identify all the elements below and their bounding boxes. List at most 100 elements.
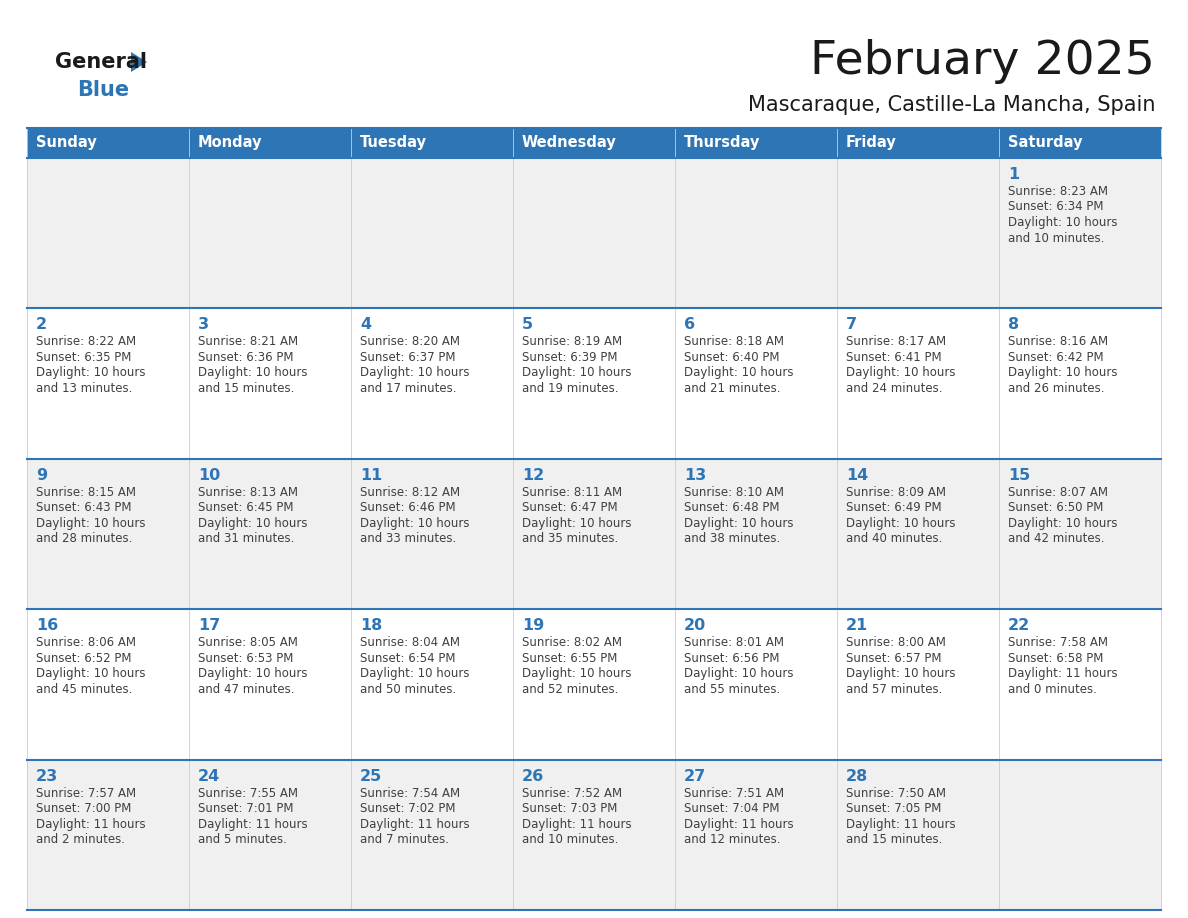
Text: 10: 10 [198, 468, 220, 483]
Text: and 13 minutes.: and 13 minutes. [36, 382, 132, 395]
Text: Daylight: 11 hours: Daylight: 11 hours [684, 818, 794, 831]
Text: Sunset: 6:36 PM: Sunset: 6:36 PM [198, 351, 293, 364]
Bar [838, 158, 999, 308]
Bar [675, 128, 838, 158]
Text: Sunset: 6:57 PM: Sunset: 6:57 PM [846, 652, 942, 665]
Text: and 57 minutes.: and 57 minutes. [846, 683, 942, 696]
Bar [513, 308, 675, 459]
Text: Daylight: 10 hours: Daylight: 10 hours [1007, 216, 1118, 229]
Text: Sunrise: 8:19 AM: Sunrise: 8:19 AM [522, 335, 623, 349]
Text: Daylight: 10 hours: Daylight: 10 hours [684, 667, 794, 680]
Text: 3: 3 [198, 318, 209, 332]
Bar [350, 759, 513, 910]
Text: Sunset: 6:45 PM: Sunset: 6:45 PM [198, 501, 293, 514]
Text: and 0 minutes.: and 0 minutes. [1007, 683, 1097, 696]
Text: Tuesday: Tuesday [360, 136, 426, 151]
Text: and 50 minutes.: and 50 minutes. [360, 683, 456, 696]
Text: 2: 2 [36, 318, 48, 332]
Text: Sunrise: 7:58 AM: Sunrise: 7:58 AM [1007, 636, 1108, 649]
Text: Sunrise: 8:18 AM: Sunrise: 8:18 AM [684, 335, 784, 349]
Text: 1: 1 [1007, 167, 1019, 182]
Text: 25: 25 [360, 768, 383, 784]
Text: Sunrise: 8:20 AM: Sunrise: 8:20 AM [360, 335, 460, 349]
Text: 27: 27 [684, 768, 706, 784]
Text: Sunrise: 8:12 AM: Sunrise: 8:12 AM [360, 486, 460, 498]
Text: Sunset: 6:34 PM: Sunset: 6:34 PM [1007, 200, 1104, 214]
Text: 11: 11 [360, 468, 383, 483]
Bar [27, 459, 189, 610]
Text: Daylight: 10 hours: Daylight: 10 hours [846, 667, 955, 680]
Text: and 5 minutes.: and 5 minutes. [198, 834, 286, 846]
Text: Blue: Blue [77, 80, 129, 100]
Text: Sunset: 6:48 PM: Sunset: 6:48 PM [684, 501, 779, 514]
Text: 4: 4 [360, 318, 371, 332]
Text: Sunset: 6:56 PM: Sunset: 6:56 PM [684, 652, 779, 665]
Text: Daylight: 10 hours: Daylight: 10 hours [1007, 366, 1118, 379]
Text: Daylight: 10 hours: Daylight: 10 hours [360, 517, 469, 530]
Text: and 47 minutes.: and 47 minutes. [198, 683, 295, 696]
Text: Sunset: 6:50 PM: Sunset: 6:50 PM [1007, 501, 1104, 514]
Bar [27, 308, 189, 459]
Text: Thursday: Thursday [684, 136, 760, 151]
Text: Sunset: 7:01 PM: Sunset: 7:01 PM [198, 802, 293, 815]
Text: and 55 minutes.: and 55 minutes. [684, 683, 781, 696]
Bar [513, 128, 675, 158]
Text: Saturday: Saturday [1007, 136, 1082, 151]
Text: Sunrise: 8:07 AM: Sunrise: 8:07 AM [1007, 486, 1108, 498]
Text: 15: 15 [1007, 468, 1030, 483]
Text: Sunrise: 7:52 AM: Sunrise: 7:52 AM [522, 787, 623, 800]
Text: Sunrise: 8:04 AM: Sunrise: 8:04 AM [360, 636, 460, 649]
Bar [999, 158, 1161, 308]
Text: Sunset: 7:02 PM: Sunset: 7:02 PM [360, 802, 455, 815]
Text: 26: 26 [522, 768, 544, 784]
Text: Wednesday: Wednesday [522, 136, 617, 151]
Text: 16: 16 [36, 618, 58, 633]
Bar [189, 759, 350, 910]
Bar [999, 308, 1161, 459]
Text: Sunset: 6:52 PM: Sunset: 6:52 PM [36, 652, 132, 665]
Text: and 15 minutes.: and 15 minutes. [198, 382, 295, 395]
Text: Sunset: 6:39 PM: Sunset: 6:39 PM [522, 351, 618, 364]
Text: 17: 17 [198, 618, 220, 633]
Bar [189, 158, 350, 308]
Bar [675, 610, 838, 759]
Text: Sunrise: 8:22 AM: Sunrise: 8:22 AM [36, 335, 137, 349]
Text: Sunrise: 8:21 AM: Sunrise: 8:21 AM [198, 335, 298, 349]
Bar [27, 128, 189, 158]
Text: Daylight: 10 hours: Daylight: 10 hours [684, 366, 794, 379]
Text: Sunrise: 8:05 AM: Sunrise: 8:05 AM [198, 636, 298, 649]
Text: 19: 19 [522, 618, 544, 633]
Text: 5: 5 [522, 318, 533, 332]
Polygon shape [131, 52, 147, 72]
Text: Daylight: 11 hours: Daylight: 11 hours [522, 818, 632, 831]
Text: Daylight: 10 hours: Daylight: 10 hours [846, 517, 955, 530]
Text: Mascaraque, Castille-La Mancha, Spain: Mascaraque, Castille-La Mancha, Spain [747, 95, 1155, 115]
Text: 8: 8 [1007, 318, 1019, 332]
Text: Daylight: 10 hours: Daylight: 10 hours [198, 667, 308, 680]
Text: Sunrise: 8:15 AM: Sunrise: 8:15 AM [36, 486, 135, 498]
Text: Sunset: 6:58 PM: Sunset: 6:58 PM [1007, 652, 1104, 665]
Bar [999, 459, 1161, 610]
Bar [838, 128, 999, 158]
Text: Sunset: 6:53 PM: Sunset: 6:53 PM [198, 652, 293, 665]
Text: 13: 13 [684, 468, 706, 483]
Text: and 45 minutes.: and 45 minutes. [36, 683, 132, 696]
Text: Daylight: 10 hours: Daylight: 10 hours [846, 366, 955, 379]
Text: Sunset: 6:54 PM: Sunset: 6:54 PM [360, 652, 455, 665]
Text: and 10 minutes.: and 10 minutes. [522, 834, 619, 846]
Text: and 26 minutes.: and 26 minutes. [1007, 382, 1105, 395]
Text: and 38 minutes.: and 38 minutes. [684, 532, 781, 545]
Text: Sunrise: 8:11 AM: Sunrise: 8:11 AM [522, 486, 623, 498]
Text: and 24 minutes.: and 24 minutes. [846, 382, 942, 395]
Text: Daylight: 10 hours: Daylight: 10 hours [684, 517, 794, 530]
Text: Daylight: 10 hours: Daylight: 10 hours [522, 517, 632, 530]
Text: Sunday: Sunday [36, 136, 96, 151]
Text: Daylight: 10 hours: Daylight: 10 hours [36, 517, 145, 530]
Text: Sunrise: 8:00 AM: Sunrise: 8:00 AM [846, 636, 946, 649]
Text: and 7 minutes.: and 7 minutes. [360, 834, 449, 846]
Text: 23: 23 [36, 768, 58, 784]
Text: Sunset: 6:46 PM: Sunset: 6:46 PM [360, 501, 456, 514]
Text: and 35 minutes.: and 35 minutes. [522, 532, 618, 545]
Bar [189, 459, 350, 610]
Text: Sunset: 7:04 PM: Sunset: 7:04 PM [684, 802, 779, 815]
